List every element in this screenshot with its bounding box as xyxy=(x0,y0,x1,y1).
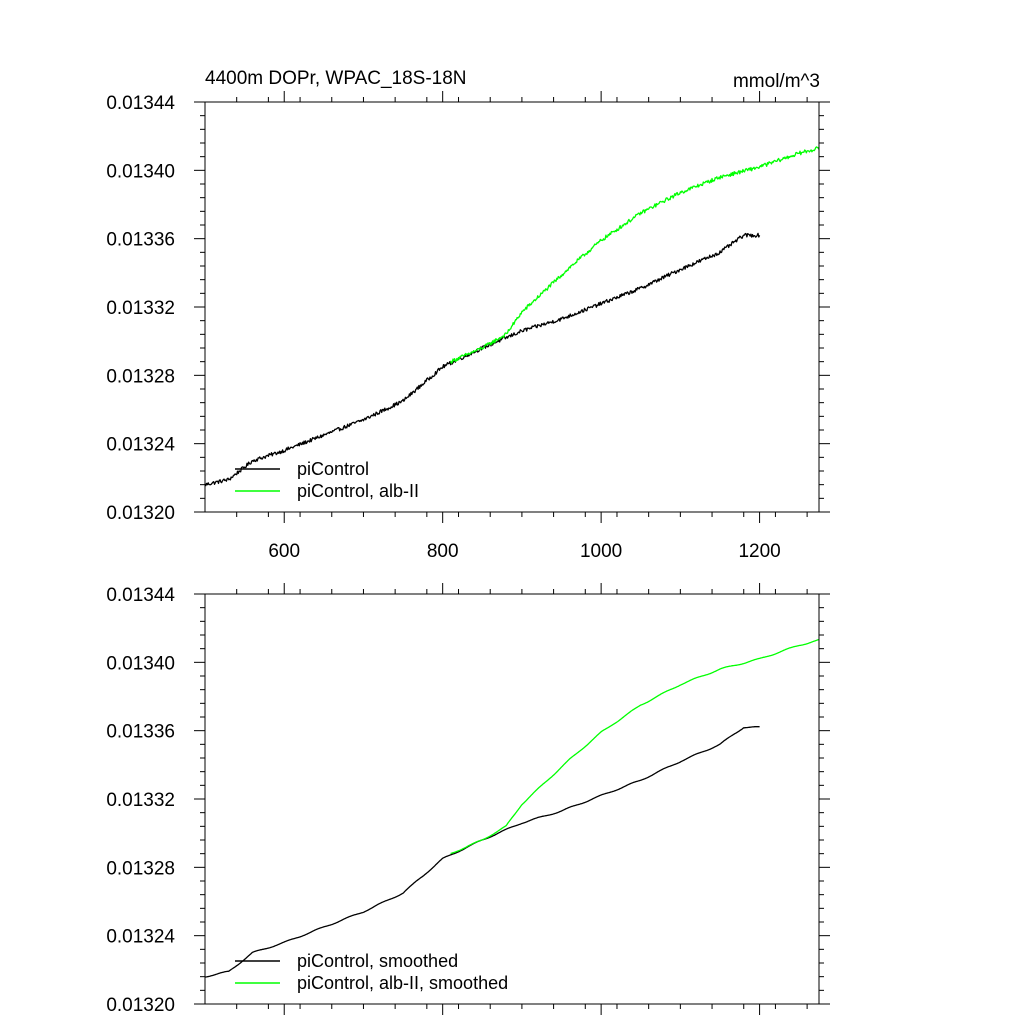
top-legend: piControl piControl, alb-II xyxy=(235,459,419,501)
top-plot-frame xyxy=(204,101,820,513)
legend-label-alb-ii-smoothed: piControl, alb-II, smoothed xyxy=(297,973,508,993)
legend-label-picontrol-smoothed: piControl, smoothed xyxy=(297,951,458,971)
x-tick-label: 600 xyxy=(268,541,300,562)
x-tick-label: 1000 xyxy=(580,541,622,562)
series-line-picontrol-alb-ii-smoothed xyxy=(450,638,820,855)
y-tick-label: 0.01332 xyxy=(106,790,175,811)
y-tick-label: 0.01324 xyxy=(106,927,175,948)
series-line-picontrol-smoothed xyxy=(204,726,760,978)
bottom-legend: piControl, smoothed piControl, alb-II, s… xyxy=(235,951,508,993)
y-tick-label: 0.01336 xyxy=(106,722,175,743)
legend-label-alb-ii: piControl, alb-II xyxy=(297,481,419,501)
x-tick-label: 800 xyxy=(427,541,459,562)
y-tick-label: 0.01328 xyxy=(106,858,175,879)
top-panel-series xyxy=(204,146,820,487)
bottom-plot-frame xyxy=(204,593,820,1005)
y-tick-label: 0.01324 xyxy=(106,435,175,456)
bottom-panel-ticks: 0.01320 0.01324 0.01328 0.01332 0.01336 0.013… xyxy=(106,583,830,1016)
y-tick-label: 0.01340 xyxy=(106,161,175,182)
y-tick-label: 0.01336 xyxy=(106,230,175,251)
y-tick-label: 0.01332 xyxy=(106,298,175,319)
y-tick-label: 0.01328 xyxy=(106,366,175,387)
series-line-picontrol-alb-ii xyxy=(449,146,820,364)
units-label: mmol/m^3 xyxy=(733,71,820,92)
series-line-picontrol xyxy=(204,232,761,487)
bottom-panel-series xyxy=(204,638,820,978)
y-tick-label: 0.01320 xyxy=(106,995,175,1016)
bottom-panel: 0.01320 0.01324 0.01328 0.01332 0.01336 0.013… xyxy=(106,583,830,1016)
top-panel: 4400m DOPr, WPAC_18S-18N mmol/m^3 600 800… xyxy=(106,68,830,562)
top-panel-ticks: 600 800 1000 1200 0.01320 0.01324 0.01328 0.013… xyxy=(106,91,830,562)
legend-label-picontrol: piControl xyxy=(297,459,369,479)
y-tick-label: 0.01320 xyxy=(106,503,175,524)
y-tick-label: 0.01340 xyxy=(106,653,175,674)
y-tick-label: 0.01344 xyxy=(106,585,175,606)
x-tick-label: 1200 xyxy=(738,541,780,562)
chart-title: 4400m DOPr, WPAC_18S-18N xyxy=(205,68,467,89)
y-tick-label: 0.01344 xyxy=(106,93,175,114)
